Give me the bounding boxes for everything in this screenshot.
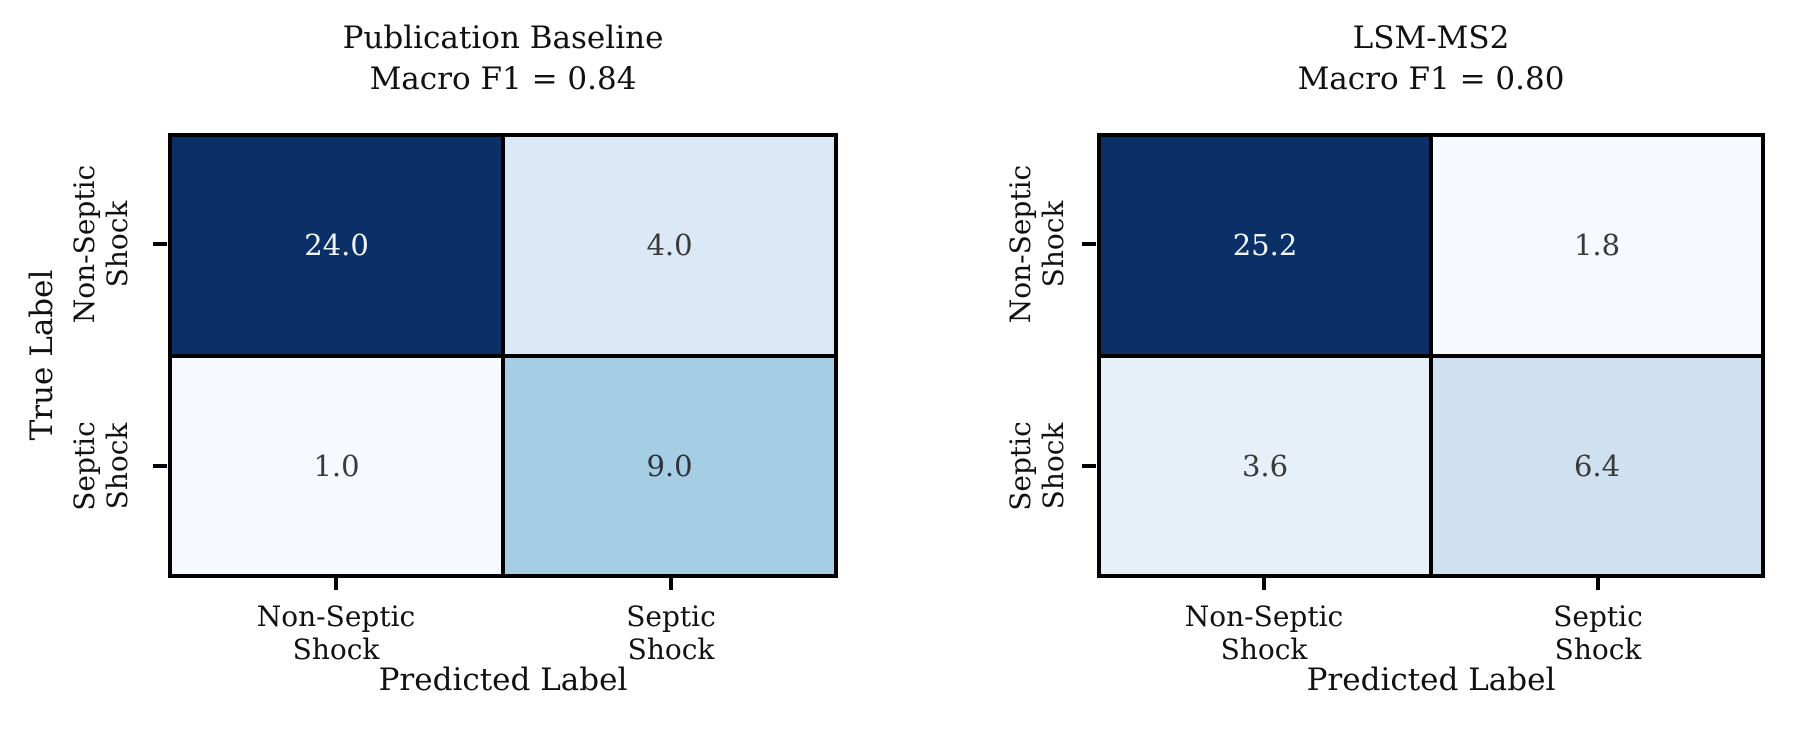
x-tick-label-non-septic-shock: Non-Septic Shock	[1184, 600, 1344, 666]
title-baseline: Publication Baseline Macro F1 = 0.84	[168, 18, 838, 100]
cell-true-septic-pred-septic: 6.4	[1433, 357, 1761, 574]
y-tick-mark	[153, 464, 167, 468]
cell-true-nonseptic-pred-nonseptic: 24.0	[172, 137, 501, 354]
y-tick-label-septic-shock: Septic Shock	[68, 421, 134, 511]
cell-true-nonseptic-pred-septic: 1.8	[1433, 137, 1761, 354]
cell-true-septic-pred-nonseptic: 3.6	[1101, 357, 1429, 574]
y-tick-mark	[153, 242, 167, 246]
x-tick-mark	[334, 577, 338, 590]
y-tick-label-non-septic-shock: Non-Septic Shock	[1004, 164, 1070, 324]
x-tick-mark	[1596, 577, 1600, 590]
confusion-matrix-lsm-ms2: 25.2 1.8 3.6 6.4	[1097, 133, 1765, 578]
panel-title: Publication Baseline	[342, 20, 664, 56]
cell-true-nonseptic-pred-septic: 4.0	[505, 137, 834, 354]
x-tick-label-septic-shock: Septic Shock	[1553, 600, 1643, 666]
y-tick-label-septic-shock: Septic Shock	[1004, 421, 1070, 511]
cell-true-septic-pred-nonseptic: 1.0	[172, 357, 501, 574]
panel-title: LSM-MS2	[1352, 20, 1510, 56]
y-tick-label-non-septic-shock: Non-Septic Shock	[68, 164, 134, 324]
y-tick-mark	[1082, 242, 1096, 246]
x-tick-mark	[669, 577, 673, 590]
confusion-matrix-baseline: 24.0 4.0 1.0 9.0	[168, 133, 838, 578]
x-tick-mark	[1262, 577, 1266, 590]
x-axis-label: Predicted Label	[1306, 662, 1556, 698]
title-lsm-ms2: LSM-MS2 Macro F1 = 0.80	[1097, 18, 1765, 100]
panel-subtitle: Macro F1 = 0.80	[1297, 61, 1565, 97]
y-axis-label: True Label	[24, 269, 60, 441]
x-tick-label-septic-shock: Septic Shock	[626, 600, 716, 666]
panel-subtitle: Macro F1 = 0.84	[369, 61, 637, 97]
y-tick-mark	[1082, 464, 1096, 468]
cell-true-septic-pred-septic: 9.0	[505, 357, 834, 574]
cell-true-nonseptic-pred-nonseptic: 25.2	[1101, 137, 1429, 354]
x-tick-label-non-septic-shock: Non-Septic Shock	[256, 600, 416, 666]
x-axis-label: Predicted Label	[378, 662, 628, 698]
